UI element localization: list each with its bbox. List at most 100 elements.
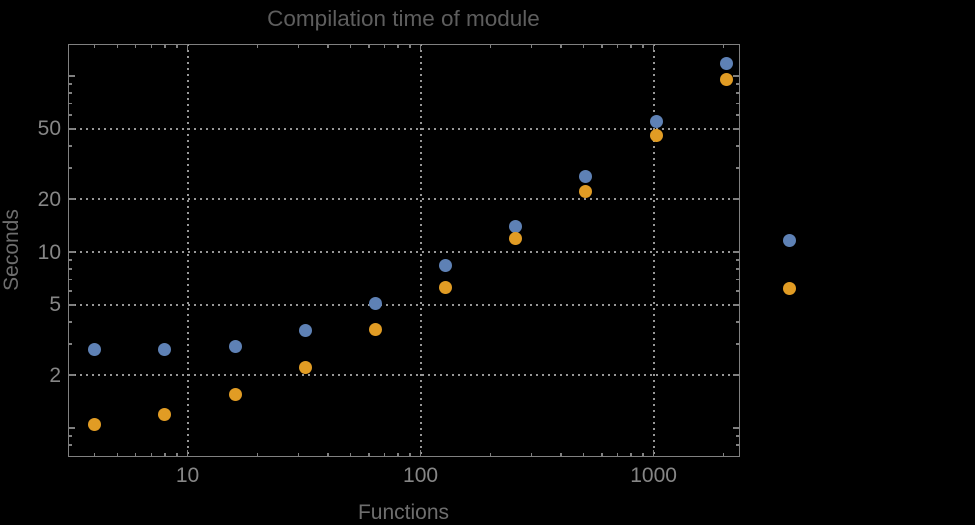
- gridline-y-10: [68, 251, 740, 253]
- x-tick-label-100: 100: [403, 464, 439, 487]
- y-minor-tick-6: [68, 290, 72, 292]
- x-minor-tick-500: [582, 43, 585, 48]
- data-point-series-2-orange-x8: [158, 407, 172, 421]
- y-major-tick-5: [68, 304, 75, 306]
- x-axis-label: Functions: [357, 501, 450, 524]
- y-minor-tick-0.9: [735, 435, 740, 437]
- x-minor-tick-4: [94, 452, 96, 457]
- y-minor-tick-0.8: [735, 444, 740, 446]
- x-minor-tick-600: [601, 43, 603, 48]
- data-point-series-1-blue-x4: [88, 342, 102, 356]
- x-major-tick-1000: [652, 450, 655, 457]
- data-point-series-2-orange-x16: [228, 388, 242, 401]
- x-minor-tick-90: [409, 452, 411, 457]
- y-major-tick-10: [68, 251, 75, 253]
- data-point-series-1-blue-x16: [228, 340, 242, 354]
- x-major-tick-1000: [652, 43, 655, 50]
- y-minor-tick-90: [735, 83, 740, 85]
- x-minor-tick-600: [601, 452, 603, 457]
- x-minor-tick-4: [94, 43, 96, 48]
- gridline-x-100: [419, 43, 422, 457]
- x-minor-tick-30: [297, 452, 300, 457]
- y-major-tick-10: [733, 251, 740, 253]
- y-minor-tick-30: [735, 167, 740, 169]
- x-major-tick-10: [186, 450, 189, 457]
- y-minor-tick-3: [68, 343, 72, 345]
- y-major-tick-20: [733, 198, 740, 200]
- x-minor-tick-500: [582, 452, 585, 457]
- x-major-tick-100: [419, 43, 422, 50]
- x-minor-tick-50: [349, 43, 352, 48]
- data-point-series-2-orange-x64: [368, 322, 382, 336]
- x-minor-tick-200: [490, 452, 492, 457]
- data-point-series-1-blue-x256: [509, 219, 523, 233]
- y-major-tick-100: [68, 75, 75, 77]
- x-minor-tick-800: [630, 43, 632, 48]
- y-tick-label-2: 2: [49, 363, 61, 387]
- data-point-series-2-orange-x1024: [649, 128, 663, 142]
- y-tick-label-20: 20: [37, 187, 61, 211]
- x-minor-tick-6: [135, 43, 137, 48]
- x-minor-tick-40: [327, 43, 329, 48]
- y-minor-tick-40: [735, 145, 740, 147]
- x-minor-tick-80: [397, 452, 399, 457]
- data-point-series-2-orange-x512: [579, 185, 593, 199]
- x-minor-tick-50: [349, 452, 352, 457]
- y-minor-tick-70: [735, 102, 740, 104]
- x-minor-tick-5: [116, 452, 119, 457]
- y-minor-tick-7: [735, 278, 740, 280]
- x-minor-tick-900: [642, 452, 644, 457]
- y-minor-tick-60: [735, 114, 740, 116]
- plot-frame: [68, 43, 740, 457]
- x-tick-label-1000: 1000: [630, 464, 677, 487]
- x-minor-tick-700: [616, 452, 619, 457]
- y-tick-label-5: 5: [49, 293, 61, 317]
- x-minor-tick-5: [116, 43, 119, 48]
- y-minor-tick-0.9: [68, 435, 72, 437]
- y-minor-tick-8: [68, 268, 72, 270]
- x-minor-tick-400: [560, 43, 562, 48]
- x-minor-tick-60: [368, 43, 370, 48]
- gridline-y-50: [68, 127, 740, 130]
- gridline-y-5: [68, 303, 740, 306]
- gridline-y-2: [68, 374, 740, 377]
- x-minor-tick-70: [383, 452, 386, 457]
- y-minor-tick-60: [68, 114, 72, 116]
- x-major-tick-100: [419, 450, 422, 457]
- y-major-tick-5: [733, 304, 740, 306]
- x-minor-tick-20: [256, 452, 259, 457]
- y-major-tick-50: [733, 128, 740, 130]
- x-minor-tick-2000: [723, 452, 725, 457]
- y-tick-label-50: 50: [37, 117, 61, 141]
- x-minor-tick-9: [176, 43, 178, 48]
- y-minor-tick-4: [735, 321, 740, 323]
- data-point-series-2-orange-x4: [88, 417, 102, 431]
- x-minor-tick-9: [176, 452, 178, 457]
- x-minor-tick-80: [397, 43, 399, 48]
- x-minor-tick-200: [490, 43, 492, 48]
- y-major-tick-2: [68, 374, 75, 376]
- data-point-series-2-orange-x256: [509, 231, 523, 245]
- gridline-y-20: [68, 198, 740, 201]
- y-minor-tick-80: [735, 92, 740, 94]
- y-minor-tick-6: [735, 290, 740, 292]
- x-minor-tick-800: [630, 452, 632, 457]
- gridline-x-1000: [652, 43, 655, 457]
- x-minor-tick-6: [135, 452, 137, 457]
- data-point-series-2-orange-x2048: [719, 72, 733, 86]
- x-minor-tick-30: [297, 43, 300, 48]
- x-minor-tick-60: [368, 452, 370, 457]
- data-point-series-1-blue-x512: [579, 169, 593, 183]
- x-minor-tick-40: [327, 452, 329, 457]
- y-minor-tick-9: [68, 259, 72, 261]
- data-point-series-1-blue-x128: [439, 258, 453, 272]
- x-minor-tick-20: [256, 43, 259, 48]
- data-point-series-2-orange-x32: [298, 361, 312, 375]
- x-minor-tick-700: [616, 43, 619, 48]
- y-minor-tick-8: [735, 268, 740, 270]
- y-minor-tick-3: [735, 343, 740, 345]
- y-minor-tick-30: [68, 167, 72, 169]
- legend-marker-series-2-orange: [782, 281, 796, 295]
- y-tick-label-10: 10: [37, 240, 61, 264]
